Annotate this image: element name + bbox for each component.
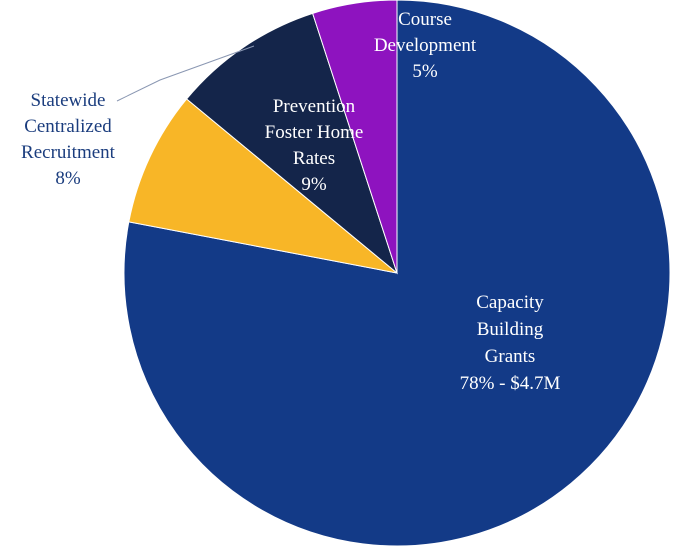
leader-line-statewide-centralized-recruitment (116, 45, 255, 102)
slice-label-line: Rates (293, 148, 335, 169)
slice-label-line: 8% (55, 168, 81, 189)
pie-slice-capacity-building-grants (123, 0, 671, 547)
slice-label-line: 9% (301, 174, 327, 195)
leader-lines (116, 45, 255, 102)
slice-label-line: Recruitment (21, 142, 116, 163)
slice-label-line: Prevention (273, 96, 356, 117)
slice-label-prevention-foster-home-rates: Prevention Foster Home Rates 9% (265, 96, 364, 195)
slice-label-line: 78% - $4.7M (460, 373, 561, 394)
slice-label-course-development: Course Development 5% (374, 9, 477, 82)
pie-slice-prevention-foster-home-rates (185, 12, 399, 275)
slice-label-line: Building (477, 319, 544, 340)
slice-label-line: Statewide (31, 90, 106, 111)
slice-label-line: Course (398, 9, 452, 30)
pie-slice-course-development (312, 0, 398, 274)
slice-label-line: Foster Home (265, 122, 364, 143)
slice-labels: Capacity Building Grants 78% - $4.7M Statewi… (21, 9, 560, 394)
slice-label-capacity-building-grants: Capacity Building Grants 78% - $4.7M (460, 292, 561, 394)
slice-label-line: Capacity (476, 292, 544, 313)
slice-label-statewide-centralized-recruitment: Statewide Centralized Recruitment 8% (21, 90, 116, 189)
pie-slice-statewide-centralized-recruitment (128, 98, 398, 274)
slice-label-line: 5% (412, 61, 438, 82)
slice-label-line: Grants (485, 346, 536, 367)
pie-slices (123, 0, 671, 547)
slice-label-line: Development (374, 35, 477, 56)
slice-label-line: Centralized (24, 116, 112, 137)
